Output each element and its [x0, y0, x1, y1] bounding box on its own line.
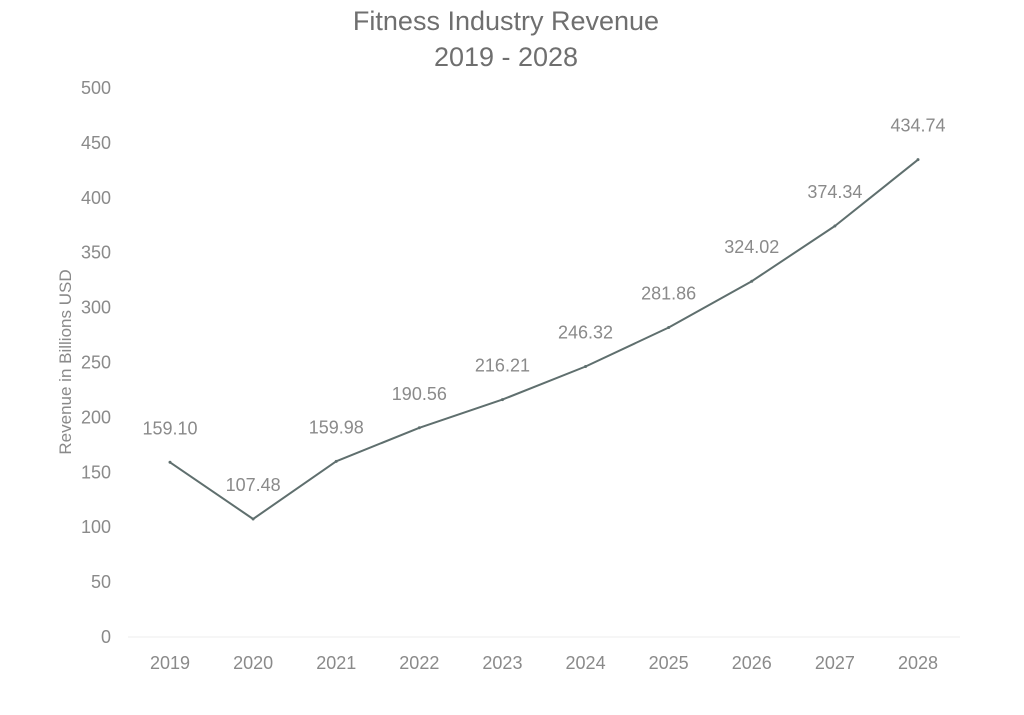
- data-label: 246.32: [558, 323, 613, 343]
- data-point: [417, 426, 421, 430]
- x-tick-label: 2022: [399, 653, 439, 673]
- y-tick-label: 400: [81, 188, 111, 208]
- data-point: [750, 279, 754, 283]
- data-label: 281.86: [641, 284, 696, 304]
- x-tick-label: 2024: [566, 653, 606, 673]
- x-tick-label: 2027: [815, 653, 855, 673]
- x-tick-label: 2023: [482, 653, 522, 673]
- y-tick-label: 250: [81, 353, 111, 373]
- data-point: [500, 398, 504, 402]
- x-tick-label: 2026: [732, 653, 772, 673]
- data-point: [584, 365, 588, 369]
- data-label: 216.21: [475, 356, 530, 376]
- data-point: [833, 224, 837, 228]
- data-label: 374.34: [807, 182, 862, 202]
- data-point: [251, 517, 255, 521]
- data-label: 434.74: [890, 116, 945, 136]
- y-tick-label: 0: [101, 627, 111, 647]
- chart-title: Fitness Industry Revenue: [353, 6, 659, 36]
- data-label: 107.48: [226, 475, 281, 495]
- y-tick-label: 350: [81, 243, 111, 263]
- x-tick-label: 2028: [898, 653, 938, 673]
- y-axis-label: Revenue in Billions USD: [56, 269, 75, 454]
- y-tick-label: 200: [81, 407, 111, 427]
- y-tick-label: 50: [91, 572, 111, 592]
- data-point: [168, 460, 172, 464]
- data-labels: 159.10 107.48 159.98 190.56 216.21 246.32 281.…: [142, 116, 945, 495]
- y-tick-label: 450: [81, 133, 111, 153]
- data-point: [667, 326, 671, 330]
- data-point: [916, 158, 920, 162]
- data-label: 190.56: [392, 384, 447, 404]
- y-tick-label: 300: [81, 298, 111, 318]
- x-tick-label: 2019: [150, 653, 190, 673]
- data-point: [334, 459, 338, 463]
- y-tick-label: 500: [81, 78, 111, 98]
- data-label: 324.02: [724, 237, 779, 257]
- chart-subtitle: 2019 - 2028: [434, 42, 578, 72]
- x-tick-label: 2025: [649, 653, 689, 673]
- y-tick-label: 150: [81, 462, 111, 482]
- data-label: 159.98: [309, 417, 364, 437]
- y-axis: 0 50 100 150 200 250 300 350 400 450 500: [81, 78, 111, 647]
- x-axis: 2019 2020 2021 2022 2023 2024 2025 2026 2027 2028: [150, 653, 938, 673]
- x-tick-label: 2020: [233, 653, 273, 673]
- revenue-series-line: [169, 158, 919, 520]
- data-points: [168, 158, 920, 521]
- data-label: 159.10: [142, 418, 197, 438]
- y-tick-label: 100: [81, 517, 111, 537]
- x-tick-label: 2021: [316, 653, 356, 673]
